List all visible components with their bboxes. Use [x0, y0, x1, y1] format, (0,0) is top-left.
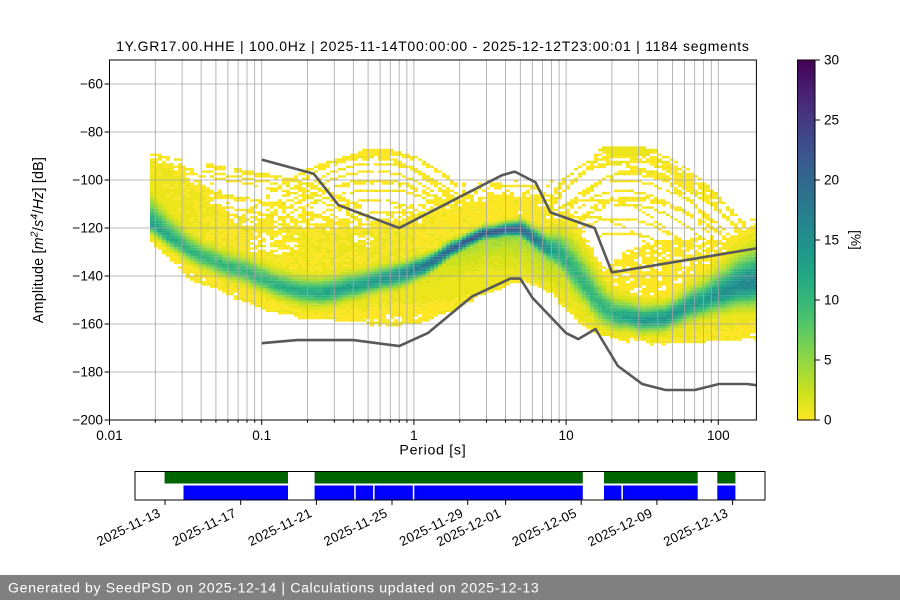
svg-text:10: 10 — [824, 293, 840, 308]
svg-text:−180: −180 — [72, 365, 103, 380]
svg-text:Period [s]: Period [s] — [399, 443, 466, 459]
svg-text:−60: −60 — [80, 77, 103, 92]
svg-text:−100: −100 — [72, 173, 103, 188]
svg-text:30: 30 — [824, 53, 840, 68]
svg-text:25: 25 — [824, 113, 839, 128]
svg-text:10: 10 — [559, 428, 575, 443]
svg-text:20: 20 — [824, 173, 840, 188]
svg-text:5: 5 — [824, 353, 832, 368]
svg-text:0: 0 — [824, 413, 832, 428]
svg-text:15: 15 — [824, 233, 839, 248]
svg-text:−80: −80 — [80, 125, 103, 140]
svg-text:1: 1 — [410, 428, 418, 443]
svg-text:100: 100 — [707, 428, 730, 443]
svg-text:−200: −200 — [72, 413, 103, 428]
svg-text:[%]: [%] — [848, 230, 863, 250]
svg-text:0.1: 0.1 — [252, 428, 271, 443]
svg-text:−120: −120 — [72, 221, 103, 236]
svg-text:Generated by SeedPSD on 2025-1: Generated by SeedPSD on 2025-12-14 | Cal… — [8, 581, 539, 597]
svg-text:−140: −140 — [72, 269, 103, 284]
svg-text:1Y.GR17.00.HHE | 100.0Hz | 202: 1Y.GR17.00.HHE | 100.0Hz | 2025-11-14T00… — [116, 38, 750, 54]
svg-text:0.01: 0.01 — [96, 428, 122, 443]
svg-text:Amplitude [m2/s4/Hz] [dB]: Amplitude [m2/s4/Hz] [dB] — [29, 157, 48, 323]
svg-text:−160: −160 — [72, 317, 103, 332]
